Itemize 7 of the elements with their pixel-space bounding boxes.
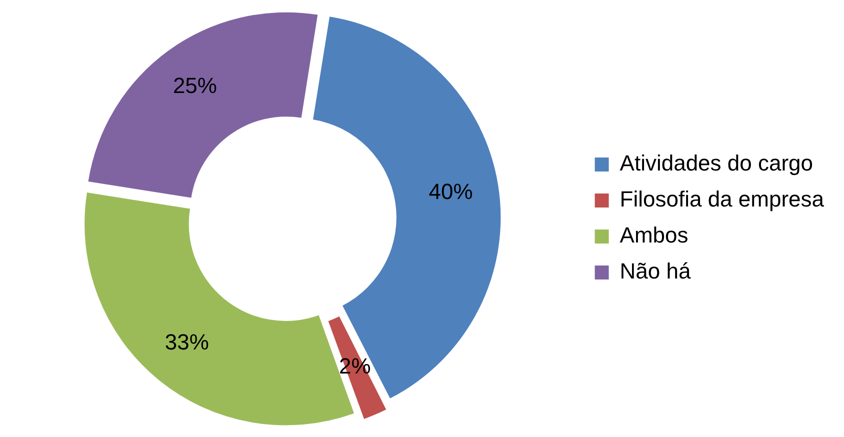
legend-label: Ambos [620, 222, 688, 248]
legend-label: Não há [620, 258, 692, 284]
data-label: 33% [164, 330, 209, 355]
data-label: 40% [428, 179, 473, 204]
legend-label: Atividades do cargo [620, 150, 814, 176]
legend-label: Filosofia da empresa [620, 186, 825, 212]
data-label: 25% [172, 73, 217, 98]
